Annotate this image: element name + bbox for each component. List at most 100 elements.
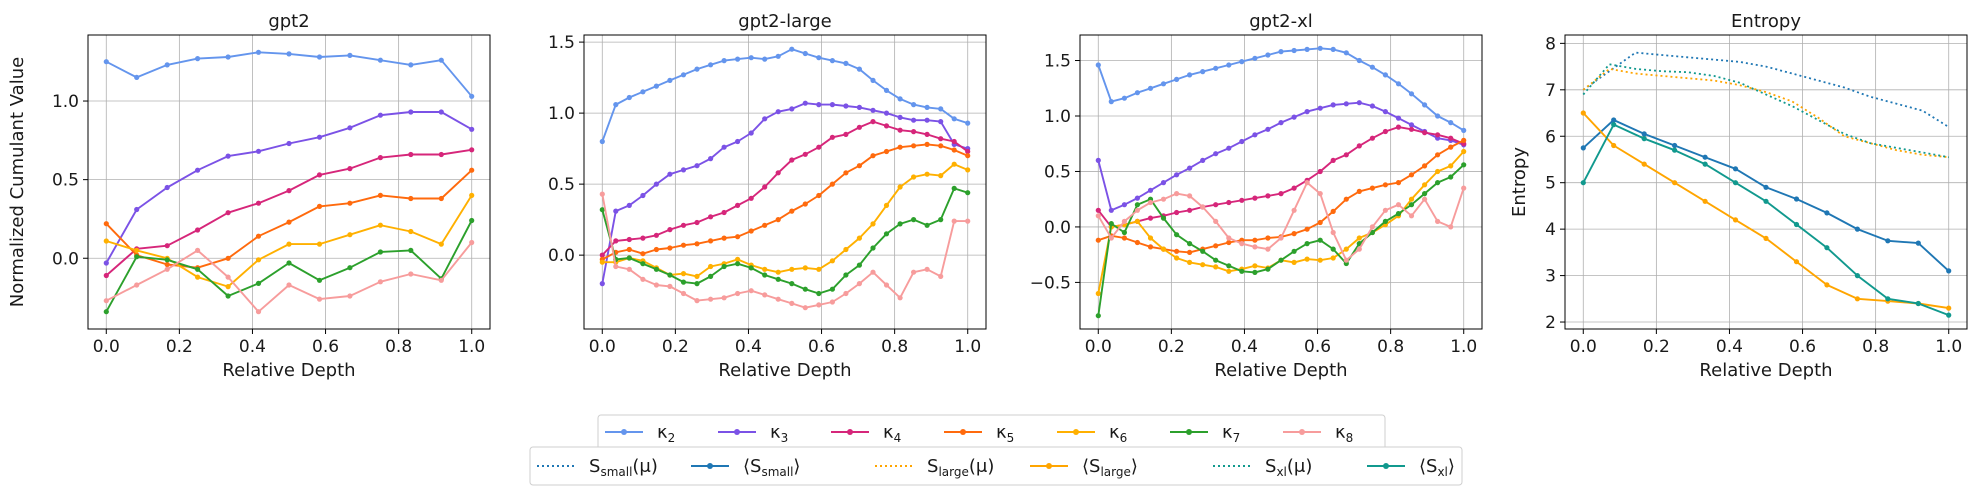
data-point bbox=[938, 106, 944, 112]
data-point bbox=[377, 112, 383, 118]
x-axis-label: Relative Depth bbox=[222, 360, 355, 381]
data-point bbox=[802, 100, 808, 106]
data-point bbox=[286, 260, 292, 266]
data-point bbox=[286, 140, 292, 147]
data-point bbox=[225, 54, 231, 60]
y-tick-label: 1.0 bbox=[52, 92, 79, 112]
series-line bbox=[601, 193, 968, 309]
data-point bbox=[225, 210, 231, 216]
legend-label: ⟨Ssmall⟩ bbox=[743, 456, 800, 479]
x-tick-label: 0.2 bbox=[662, 337, 689, 357]
data-point bbox=[1915, 300, 1921, 307]
axes-frame bbox=[1564, 34, 1968, 330]
data-point bbox=[1265, 126, 1271, 132]
data-point bbox=[762, 116, 768, 122]
data-point bbox=[286, 51, 292, 57]
data-point bbox=[1435, 152, 1441, 158]
legend-entropy: Ssmall(μ) ⟨Ssmall⟩ Slarge(μ) ⟨Slarge⟩ Sxl(μ)… bbox=[529, 446, 1463, 486]
data-point bbox=[255, 257, 262, 263]
data-point bbox=[599, 191, 605, 197]
panel-3: 0.0 0.2 0.4 0.6 0.8 1.0 2 3 4 5 6 7 8 Entropy Relative… bbox=[1509, 11, 1968, 381]
data-point bbox=[843, 170, 849, 176]
data-point bbox=[1213, 151, 1219, 157]
data-point bbox=[1174, 209, 1180, 216]
x-tick-label: 0.2 bbox=[166, 337, 193, 357]
data-point bbox=[816, 290, 822, 297]
data-point bbox=[626, 236, 632, 243]
data-point bbox=[883, 148, 890, 155]
data-point bbox=[1239, 138, 1245, 145]
data-point bbox=[789, 266, 795, 272]
data-point bbox=[694, 163, 700, 169]
legend-label: κ7 bbox=[1222, 422, 1240, 445]
data-point bbox=[816, 144, 822, 150]
data-point bbox=[195, 247, 201, 253]
data-point bbox=[438, 277, 444, 283]
data-point bbox=[1330, 102, 1336, 108]
data-point bbox=[1382, 109, 1388, 115]
series-line bbox=[105, 169, 473, 269]
x-tick-label: 0.4 bbox=[239, 337, 266, 357]
data-point bbox=[1174, 172, 1180, 178]
data-point bbox=[667, 171, 673, 177]
data-point bbox=[134, 206, 140, 213]
legend-item: κ5 bbox=[944, 422, 1014, 445]
data-point bbox=[1291, 114, 1297, 120]
data-point bbox=[1580, 110, 1586, 116]
axes-frame bbox=[87, 34, 491, 330]
data-point bbox=[680, 279, 687, 285]
data-point bbox=[708, 62, 714, 68]
data-point bbox=[1291, 47, 1297, 54]
legend-item: κ7 bbox=[1170, 422, 1240, 445]
panel-title: Entropy bbox=[1731, 11, 1801, 32]
data-point bbox=[1732, 166, 1739, 172]
data-point bbox=[1200, 204, 1206, 210]
data-point bbox=[965, 218, 971, 224]
data-point bbox=[1885, 238, 1891, 244]
data-point bbox=[721, 235, 727, 241]
data-point bbox=[225, 284, 231, 290]
data-point bbox=[408, 109, 414, 115]
data-point bbox=[1147, 187, 1154, 193]
data-point bbox=[1422, 182, 1428, 188]
legend-label: κ4 bbox=[883, 422, 901, 445]
data-point bbox=[408, 151, 414, 158]
data-point bbox=[1395, 81, 1402, 87]
legend-label: κ6 bbox=[1109, 422, 1127, 445]
data-point bbox=[667, 245, 673, 251]
data-point bbox=[1160, 196, 1167, 202]
legend-item: κ3 bbox=[718, 422, 788, 445]
data-point bbox=[1252, 237, 1258, 243]
data-point bbox=[680, 72, 687, 78]
data-point bbox=[1147, 85, 1154, 91]
data-point bbox=[438, 241, 444, 247]
data-point bbox=[789, 106, 795, 112]
x-tick-label: 0.8 bbox=[385, 337, 412, 357]
data-point bbox=[1226, 62, 1232, 68]
data-point bbox=[1278, 191, 1284, 197]
x-axis-label: Relative Depth bbox=[1699, 360, 1832, 381]
series-line bbox=[105, 51, 473, 97]
data-point bbox=[1732, 217, 1739, 223]
data-point bbox=[843, 272, 849, 278]
data-point bbox=[1448, 174, 1454, 180]
data-point bbox=[1239, 241, 1245, 247]
data-point bbox=[1732, 180, 1739, 186]
data-point bbox=[1265, 235, 1271, 241]
data-point bbox=[613, 238, 619, 244]
data-point bbox=[856, 104, 863, 110]
data-point bbox=[1226, 145, 1232, 151]
data-point bbox=[1824, 245, 1830, 251]
data-point bbox=[469, 239, 475, 246]
data-point bbox=[883, 87, 890, 93]
data-point bbox=[775, 269, 781, 275]
data-point bbox=[816, 302, 822, 308]
data-point bbox=[1395, 202, 1402, 208]
data-point bbox=[1095, 213, 1101, 219]
data-point bbox=[653, 246, 660, 253]
data-point bbox=[255, 280, 262, 286]
data-point bbox=[599, 281, 605, 287]
legend-item: Ssmall(μ) bbox=[537, 456, 658, 479]
series-line bbox=[1582, 68, 1949, 159]
